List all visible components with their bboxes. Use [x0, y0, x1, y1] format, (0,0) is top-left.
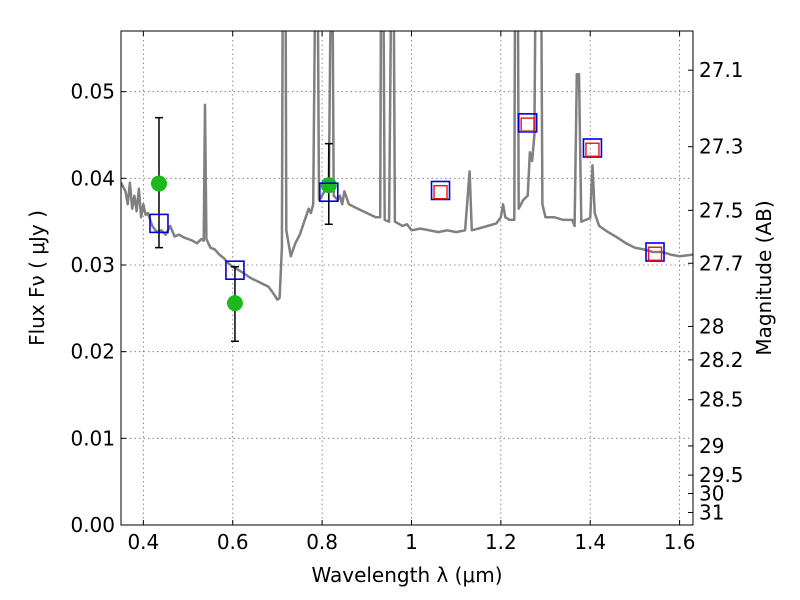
x-tick-label: 0.4 — [127, 530, 159, 554]
right-tick-label: 27.7 — [699, 251, 744, 275]
model-square — [430, 180, 451, 201]
right-tick-label: 29.5 — [699, 463, 744, 487]
right-tick-label: 27.5 — [699, 198, 744, 222]
y-tick-label: 0.04 — [70, 166, 115, 190]
data-markers — [149, 113, 665, 343]
axis-ticks: 0.4 0.6 0.8 1 1.2 1.4 1.6 0.00 0.01 0.02 0.03 0.04 0… — [70, 31, 744, 554]
right-tick-label: 31 — [699, 500, 724, 524]
model-square — [645, 242, 665, 262]
y-axis-label: Flux Fν ( μJy ) — [25, 210, 49, 346]
data-series — [121, 31, 693, 301]
plot-frame — [120, 30, 694, 526]
plot-background — [121, 31, 693, 525]
right-axis-label: Magnitude (AB) — [752, 200, 776, 355]
x-tick-label: 1.4 — [574, 530, 606, 554]
x-tick-label: 1.6 — [664, 530, 696, 554]
x-axis-label: Wavelength λ (μm) — [311, 563, 502, 587]
observed-point — [150, 175, 167, 192]
y-tick-label: 0.05 — [70, 80, 115, 104]
model-square-inner — [647, 246, 663, 261]
model-square-inner — [520, 117, 535, 132]
right-tick-label: 28 — [699, 314, 724, 338]
observed-point — [320, 177, 337, 194]
model-square-inner — [585, 142, 600, 157]
y-tick-label: 0.02 — [70, 340, 115, 364]
y-tick-label: 0.01 — [70, 426, 115, 450]
model-square — [225, 260, 245, 281]
model-square — [149, 213, 169, 234]
right-tick-label: 27.1 — [699, 58, 744, 82]
right-tick-label: 29 — [699, 434, 724, 458]
observed-point — [226, 295, 243, 312]
right-tick-label: 30 — [699, 482, 724, 506]
x-tick-label: 1 — [405, 530, 418, 554]
spectrum-line — [121, 31, 693, 301]
model-square — [517, 113, 538, 133]
y-tick-label: 0.03 — [70, 253, 115, 277]
model-square-inner — [433, 184, 448, 200]
right-tick-label: 27.3 — [699, 135, 744, 159]
x-tick-label: 1.2 — [485, 530, 517, 554]
x-tick-label: 0.6 — [217, 530, 249, 554]
x-tick-label: 0.8 — [306, 530, 338, 554]
right-tick-label: 28.2 — [699, 348, 744, 372]
model-square — [582, 138, 603, 158]
y-tick-label: 0.00 — [70, 513, 115, 537]
model-square — [318, 182, 339, 202]
right-tick-label: 28.5 — [699, 388, 744, 412]
